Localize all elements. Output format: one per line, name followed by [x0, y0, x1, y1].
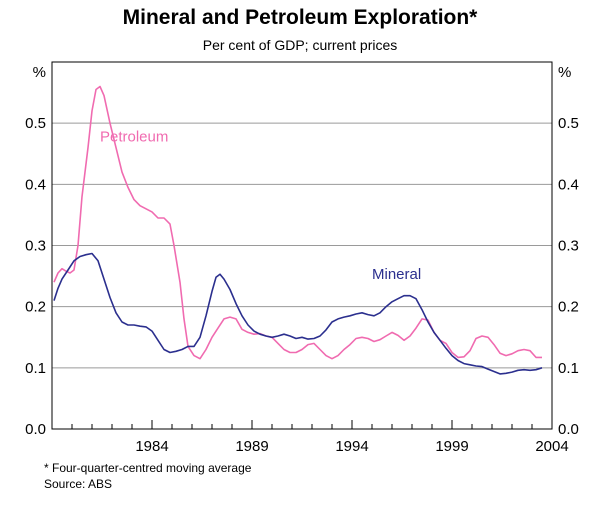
y-tick-label-right: 0.4	[558, 176, 579, 193]
chart-title: Mineral and Petroleum Exploration*	[122, 6, 478, 29]
y-tick-label-right: 0.0	[558, 421, 579, 438]
footnote: * Four-quarter-centred moving average	[44, 461, 252, 475]
x-tick-label: 1994	[335, 438, 368, 455]
y-tick-label-left: 0.2	[25, 299, 46, 316]
x-tick-label: 1999	[435, 438, 468, 455]
y-tick-label-right: 0.2	[558, 299, 579, 316]
y-tick-label-left: 0.5	[25, 115, 46, 132]
y-tick-label-left: 0.1	[25, 360, 46, 377]
y-tick-label-right: 0.1	[558, 360, 579, 377]
y-axis-label-right: %	[558, 64, 571, 81]
series-label-mineral: Mineral	[372, 266, 421, 283]
x-tick-label: 2004	[535, 438, 568, 455]
series-line-petroleum	[53, 85, 542, 360]
y-axis-label-left: %	[33, 64, 46, 81]
chart-subtitle: Per cent of GDP; current prices	[202, 37, 398, 53]
x-tick-label: 1989	[235, 438, 268, 455]
y-tick-label-left: 0.0	[25, 421, 46, 438]
x-tick-label: 1984	[135, 438, 168, 455]
y-tick-label-right: 0.5	[558, 115, 579, 132]
plot-frame	[51, 61, 553, 430]
y-tick-label-right: 0.3	[558, 238, 579, 255]
series-line-mineral	[53, 252, 543, 375]
source-note: Source: ABS	[44, 477, 113, 491]
series-label-petroleum: Petroleum	[100, 129, 168, 146]
y-tick-label-left: 0.4	[25, 176, 46, 193]
y-tick-label-left: 0.3	[25, 238, 46, 255]
